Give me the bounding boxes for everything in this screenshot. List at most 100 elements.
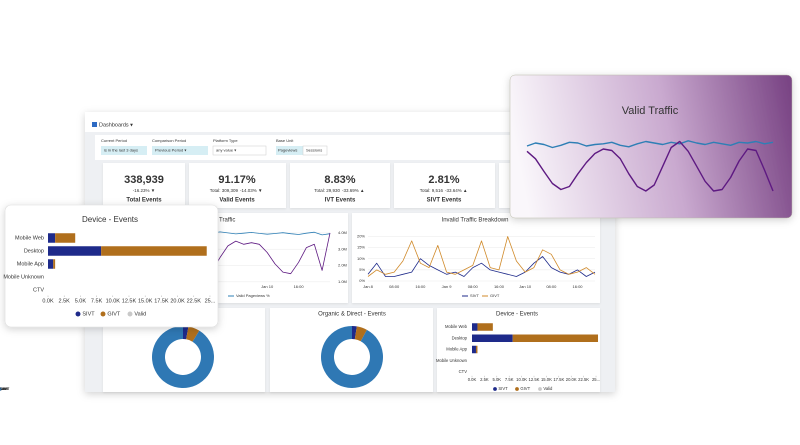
pie-slice bbox=[183, 326, 189, 340]
y-tick-label: Mobile Web bbox=[445, 324, 468, 329]
bar bbox=[477, 323, 493, 331]
x-tick-label: 15.0K bbox=[541, 377, 552, 382]
y-tick-label: 1.0M bbox=[338, 279, 347, 284]
x-tick-label: 22.5K bbox=[578, 377, 589, 382]
x-tick-label: 7.5K bbox=[91, 298, 103, 304]
legend-swatch bbox=[538, 387, 542, 391]
kpi-card bbox=[189, 163, 286, 208]
x-tick-label: 12.5K bbox=[529, 377, 540, 382]
filter-value: Previous Period ▾ bbox=[155, 148, 186, 153]
legend-label: Valid bbox=[0, 386, 9, 391]
y-tick-label: 20% bbox=[357, 234, 365, 239]
legend-label: Valid bbox=[543, 386, 553, 391]
bar bbox=[55, 233, 76, 243]
legend-swatch bbox=[75, 311, 81, 317]
x-tick-label: 0.0K bbox=[468, 377, 477, 382]
bar bbox=[472, 345, 476, 354]
legend-label: GIVT bbox=[107, 311, 120, 317]
series-line bbox=[526, 140, 774, 149]
x-tick-label: 10.0K bbox=[106, 298, 121, 304]
x-tick-label: 08:00 bbox=[389, 284, 400, 289]
legend-label: Valid Pageviews % bbox=[236, 293, 270, 298]
legend-label: SIVT bbox=[498, 386, 508, 391]
x-tick-label: 16:00 bbox=[415, 284, 426, 289]
kpi-change: -33.69% ▲ bbox=[342, 188, 364, 193]
kpi-change: -16.23% ▼ bbox=[133, 188, 155, 193]
x-tick-label: 10.0K bbox=[516, 377, 527, 382]
x-tick-label: Jan 8 bbox=[363, 284, 374, 289]
x-tick-label: 5.0K bbox=[492, 377, 501, 382]
filter-value: is in the last 3 days bbox=[104, 148, 138, 153]
y-tick-label: 0% bbox=[359, 278, 365, 283]
kpi-total: Total: 9,516 bbox=[420, 188, 444, 193]
filter-label: Current Period bbox=[101, 138, 127, 143]
filter-box[interactable] bbox=[212, 145, 267, 156]
toggle-button[interactable] bbox=[276, 146, 303, 155]
x-tick-label: Jan 10 bbox=[519, 284, 532, 289]
series-line bbox=[367, 256, 596, 277]
overlay-card bbox=[509, 74, 793, 219]
y-tick-label: Desktop bbox=[452, 335, 468, 340]
chart-title: Invalid Traffic Breakdown bbox=[442, 218, 509, 224]
chart-title: Valid Traffic bbox=[205, 218, 236, 224]
y-tick-label: 4.0M bbox=[338, 230, 347, 235]
series-line bbox=[367, 236, 596, 277]
legend-swatch bbox=[100, 311, 106, 317]
bar bbox=[48, 259, 54, 269]
legend-label: SIVT bbox=[470, 293, 479, 298]
x-tick-label: 25... bbox=[592, 377, 600, 382]
filter-box[interactable] bbox=[101, 146, 147, 155]
kpi-card bbox=[290, 163, 390, 208]
y-tick-label: Mobile App bbox=[17, 261, 44, 267]
kpi-label: Total Events bbox=[126, 198, 162, 204]
x-tick-label: 22.5K bbox=[187, 298, 202, 304]
x-tick-label: 5.0K bbox=[75, 298, 87, 304]
pie-slice bbox=[354, 326, 367, 342]
chart-title: Device - Events bbox=[82, 215, 138, 224]
pie-slice bbox=[186, 326, 200, 342]
kpi-label: SIVT Events bbox=[427, 198, 462, 204]
x-tick-label: 20.0K bbox=[170, 298, 185, 304]
y-tick-label: Desktop bbox=[24, 248, 44, 254]
x-tick-label: 20.0K bbox=[566, 377, 577, 382]
y-tick-label: Mobile App bbox=[446, 347, 467, 352]
kpi-change: -33.64% ▲ bbox=[445, 188, 467, 193]
legend-swatch bbox=[127, 311, 133, 317]
kpi-card bbox=[394, 163, 495, 208]
legend-swatch bbox=[0, 387, 2, 391]
bar bbox=[472, 323, 478, 331]
kpi-total: Total: 309,309 bbox=[210, 188, 239, 193]
x-tick-label: Jan 9 bbox=[442, 284, 453, 289]
filter-label: Platform Type bbox=[213, 138, 238, 143]
x-tick-label: 17.5K bbox=[154, 298, 169, 304]
y-tick-label: CTV bbox=[33, 287, 44, 293]
y-tick-label: 2.0M bbox=[338, 263, 347, 268]
legend-label: SIVT bbox=[82, 311, 95, 317]
device-overlay: Device - Events Mobile Web Desktop Mobile A… bbox=[3, 204, 219, 328]
legend-label: Valid bbox=[134, 311, 146, 317]
bar bbox=[48, 246, 102, 256]
kpi-label: Valid Events bbox=[219, 198, 255, 204]
x-tick-label: 15.0K bbox=[138, 298, 153, 304]
kpi-card bbox=[103, 163, 185, 208]
kpi-value: 2.81% bbox=[428, 174, 459, 186]
x-tick-label: 0.0K bbox=[42, 298, 54, 304]
filter-box[interactable] bbox=[152, 146, 208, 155]
kpi-value: 8.83% bbox=[324, 174, 355, 186]
x-tick-label: 2.5K bbox=[59, 298, 71, 304]
x-tick-label: 12.5K bbox=[122, 298, 137, 304]
y-tick-label: 10% bbox=[357, 256, 365, 261]
toggle-label: Pageviews bbox=[278, 148, 297, 153]
menu[interactable]: Dashboards ▾ bbox=[99, 122, 133, 128]
toggle-button[interactable] bbox=[302, 145, 328, 156]
chart-title: Device - Events bbox=[496, 312, 538, 318]
chart-title: Organic & Direct - Events bbox=[318, 312, 386, 318]
kpi-change: -14.03% ▼ bbox=[240, 188, 262, 193]
series-line bbox=[526, 140, 774, 192]
filter-value: any value ▾ bbox=[216, 148, 236, 153]
kpi-value: 338,939 bbox=[124, 174, 164, 186]
pie-slice bbox=[151, 326, 214, 388]
bar bbox=[48, 233, 56, 243]
chart-card bbox=[352, 213, 600, 303]
